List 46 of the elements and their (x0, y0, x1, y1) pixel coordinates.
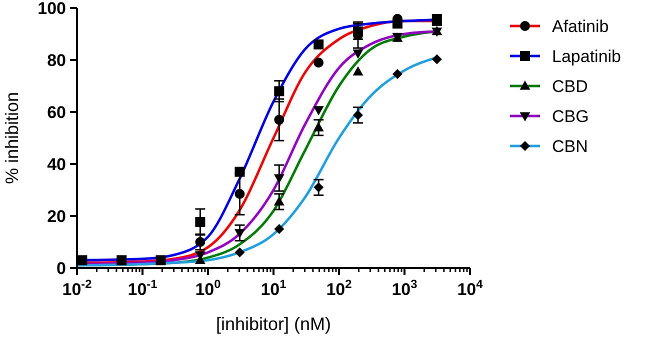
y-tick-label: 40 (47, 155, 66, 174)
y-tick-label: 60 (47, 103, 66, 122)
point (234, 229, 245, 238)
x-axis-title: [inhibitor] (nM) (216, 314, 332, 334)
y-tick-label: 20 (47, 207, 66, 226)
point (234, 188, 245, 199)
y-tick-label: 0 (56, 259, 66, 278)
point (392, 18, 402, 29)
x-tick-label: 10$^{3}$ (392, 277, 418, 299)
point (77, 255, 88, 266)
x-tick-label: 10$^{2}$ (326, 277, 352, 299)
legend-label: Afatinib (552, 17, 609, 36)
point (274, 174, 284, 184)
x-tick-label: 10$^{0}$ (195, 277, 222, 299)
point (274, 224, 284, 234)
point (432, 54, 442, 64)
point (313, 122, 324, 132)
point (352, 26, 363, 36)
point (274, 196, 284, 206)
point (156, 255, 166, 266)
legend-label: CBG (552, 107, 589, 126)
legend-label: CBD (552, 77, 588, 96)
point (352, 110, 363, 120)
y-axis-title: % inhibition (2, 92, 22, 184)
point (234, 247, 245, 258)
point (352, 66, 364, 76)
x-tick-label: 10$^{-2}$ (62, 277, 92, 299)
x-tick-label: 10$^{1}$ (260, 277, 287, 299)
point (313, 106, 324, 116)
legend-label: CBN (552, 137, 588, 156)
y-tick-label: 80 (47, 51, 66, 70)
x-tick-label: 10$^{-1}$ (128, 277, 158, 299)
point (314, 182, 324, 192)
x-tick-label: 10$^{4}$ (457, 277, 484, 299)
point (195, 216, 206, 227)
point (314, 58, 324, 68)
point (234, 166, 245, 177)
point (392, 69, 402, 80)
point (274, 114, 284, 125)
point (274, 86, 284, 96)
y-tick-label: 100 (38, 0, 66, 18)
point (195, 237, 206, 247)
point (352, 49, 364, 59)
point (116, 255, 127, 266)
point (314, 39, 324, 50)
legend-label: Lapatinib (552, 47, 622, 66)
